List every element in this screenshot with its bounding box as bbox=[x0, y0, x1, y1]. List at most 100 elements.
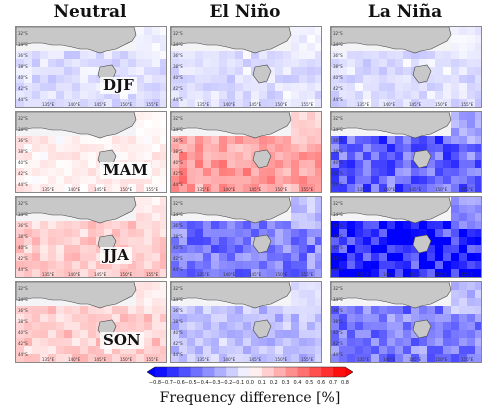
field-cell bbox=[152, 136, 160, 144]
field-cell bbox=[203, 168, 211, 176]
field-cell bbox=[120, 237, 128, 245]
field-cell bbox=[16, 136, 24, 144]
field-cell bbox=[475, 269, 481, 277]
field-cell bbox=[419, 221, 427, 229]
field-cell bbox=[211, 237, 219, 245]
field-cell bbox=[379, 75, 387, 83]
field-cell bbox=[251, 346, 259, 354]
lon-label: 140°E bbox=[223, 102, 236, 107]
field-cell bbox=[32, 330, 40, 338]
field-cell bbox=[88, 91, 96, 99]
field-cell bbox=[203, 338, 211, 346]
field-cell bbox=[144, 27, 152, 35]
field-cell bbox=[211, 245, 219, 253]
lon-label: 140°E bbox=[223, 272, 236, 277]
lat-label: 42°S bbox=[18, 256, 28, 261]
field-cell bbox=[144, 59, 152, 67]
field-cell bbox=[459, 290, 467, 298]
field-cell bbox=[475, 160, 481, 168]
field-cell bbox=[112, 229, 120, 237]
field-cell bbox=[435, 168, 443, 176]
field-cell bbox=[331, 237, 339, 245]
field-cell bbox=[24, 75, 32, 83]
field-cell bbox=[203, 221, 211, 229]
lat-label: 36°S bbox=[18, 53, 28, 58]
field-cell bbox=[112, 269, 120, 277]
field-cell bbox=[16, 99, 24, 107]
lon-label: 145°E bbox=[409, 102, 422, 107]
field-cell bbox=[475, 237, 481, 245]
field-cell bbox=[171, 306, 179, 314]
field-cell bbox=[267, 229, 275, 237]
field-cell bbox=[275, 229, 283, 237]
field-cell bbox=[475, 120, 481, 128]
field-cell bbox=[443, 144, 451, 152]
field-cell bbox=[259, 229, 267, 237]
field-cell bbox=[96, 221, 104, 229]
field-cell bbox=[339, 176, 347, 184]
field-cell bbox=[48, 229, 56, 237]
field-cell bbox=[160, 197, 166, 205]
field-cell bbox=[427, 253, 435, 261]
field-cell bbox=[16, 237, 24, 245]
field-cell bbox=[64, 354, 72, 362]
field-cell bbox=[152, 35, 160, 43]
field-cell bbox=[152, 144, 160, 152]
field-cell bbox=[227, 330, 235, 338]
lat-label: 42°S bbox=[333, 341, 343, 346]
field-cell bbox=[16, 51, 24, 59]
field-cell bbox=[40, 354, 48, 362]
field-cell bbox=[403, 59, 411, 67]
field-cell bbox=[291, 144, 299, 152]
field-cell bbox=[347, 306, 355, 314]
lat-label: 34°S bbox=[18, 42, 28, 47]
field-cell bbox=[387, 67, 395, 75]
field-cell bbox=[315, 338, 321, 346]
field-cell bbox=[48, 160, 56, 168]
field-cell bbox=[467, 168, 475, 176]
field-cell bbox=[291, 184, 299, 192]
field-cell bbox=[259, 269, 267, 277]
lon-label: 155°E bbox=[461, 102, 474, 107]
field-cell bbox=[40, 338, 48, 346]
field-cell bbox=[347, 168, 355, 176]
field-cell bbox=[371, 176, 379, 184]
field-cell bbox=[451, 269, 459, 277]
field-cell bbox=[291, 253, 299, 261]
field-cell bbox=[435, 338, 443, 346]
field-cell bbox=[16, 67, 24, 75]
field-cell bbox=[371, 168, 379, 176]
field-cell bbox=[451, 314, 459, 322]
field-cell bbox=[243, 346, 251, 354]
field-cell bbox=[363, 338, 371, 346]
field-cell bbox=[347, 152, 355, 160]
lat-label: 32°S bbox=[18, 116, 28, 121]
lat-label: 36°S bbox=[173, 223, 183, 228]
field-cell bbox=[72, 338, 80, 346]
lat-label: 38°S bbox=[173, 234, 183, 239]
field-cell bbox=[467, 261, 475, 269]
field-cell bbox=[411, 59, 419, 67]
field-cell bbox=[467, 253, 475, 261]
colorbar-outline bbox=[147, 366, 353, 378]
field-cell bbox=[80, 346, 88, 354]
tasmania-shape bbox=[252, 319, 272, 339]
field-cell bbox=[371, 221, 379, 229]
lon-label: 145°E bbox=[249, 272, 262, 277]
field-cell bbox=[355, 184, 363, 192]
field-cell bbox=[144, 35, 152, 43]
lat-label: 34°S bbox=[333, 42, 343, 47]
lon-label: 145°E bbox=[409, 187, 422, 192]
field-cell bbox=[179, 83, 187, 91]
field-cell bbox=[339, 229, 347, 237]
field-cell bbox=[283, 330, 291, 338]
field-cell bbox=[299, 213, 307, 221]
field-cell bbox=[136, 245, 144, 253]
field-cell bbox=[144, 184, 152, 192]
field-cell bbox=[459, 59, 467, 67]
field-cell bbox=[283, 136, 291, 144]
field-cell bbox=[144, 261, 152, 269]
field-cell bbox=[427, 229, 435, 237]
field-cell bbox=[243, 176, 251, 184]
field-cell bbox=[475, 290, 481, 298]
